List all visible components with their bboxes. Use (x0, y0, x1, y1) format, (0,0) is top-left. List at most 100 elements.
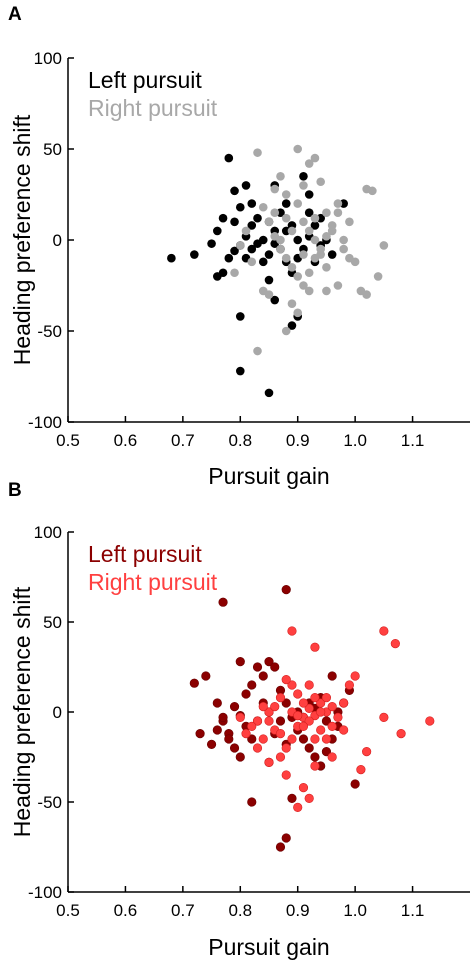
data-point (190, 250, 199, 259)
series-right-pursuit (230, 144, 389, 356)
data-point (310, 692, 320, 703)
data-point (350, 671, 360, 681)
data-point (247, 199, 257, 208)
y-tick-label: -50 (37, 322, 62, 341)
data-point (235, 241, 245, 250)
y-axis-label: Heading preference shift (9, 114, 35, 365)
data-point (213, 226, 222, 236)
data-point (258, 286, 268, 296)
panel-label: B (8, 480, 22, 501)
data-point (241, 226, 251, 236)
data-point (281, 584, 291, 595)
data-point (264, 275, 274, 285)
data-point (327, 671, 337, 681)
x-tick-label: 0.7 (171, 901, 195, 920)
data-point (235, 656, 245, 667)
data-point (344, 680, 355, 690)
data-point (310, 734, 320, 744)
data-point (189, 678, 199, 688)
data-point (218, 712, 228, 723)
data-point (293, 199, 303, 208)
legend-entry: Right pursuit (88, 569, 218, 595)
data-point (362, 290, 371, 299)
data-point (322, 263, 331, 272)
data-point (281, 743, 291, 753)
data-point (281, 253, 291, 263)
data-point (270, 295, 280, 305)
data-point (247, 797, 257, 807)
data-point (390, 638, 400, 649)
data-point (368, 186, 377, 196)
data-point (293, 689, 303, 699)
legend-entry: Right pursuit (88, 95, 218, 121)
data-point (379, 241, 389, 250)
data-point (281, 698, 291, 708)
y-axis-label: Heading preference shift (9, 586, 35, 837)
data-point (241, 181, 251, 190)
x-tick-label: 0.5 (56, 431, 80, 450)
data-point (327, 701, 337, 712)
data-point (258, 701, 268, 712)
x-tick-label: 0.7 (171, 431, 195, 450)
data-point (362, 746, 372, 757)
data-point (287, 226, 297, 236)
data-point (207, 239, 216, 248)
data-point (304, 159, 314, 168)
data-point (247, 680, 257, 690)
data-point (316, 725, 326, 735)
x-axis-label: Pursuit gain (208, 934, 329, 960)
data-point (287, 626, 297, 636)
data-point (293, 272, 303, 281)
data-point (327, 226, 337, 236)
data-point (287, 263, 297, 272)
data-point (247, 257, 257, 267)
data-point (281, 190, 291, 199)
data-point (298, 721, 309, 732)
data-point (373, 272, 383, 281)
data-point (304, 743, 314, 753)
data-point (339, 244, 348, 254)
data-point (253, 213, 262, 223)
y-tick-label: -100 (28, 413, 62, 432)
data-point (247, 244, 257, 254)
data-point (304, 793, 314, 804)
data-point (247, 734, 257, 744)
data-point (316, 698, 326, 708)
data-point (264, 656, 274, 667)
x-tick-label: 1.1 (401, 901, 425, 920)
data-point (322, 208, 331, 217)
data-point (339, 725, 349, 735)
data-point (252, 716, 263, 726)
data-point (275, 716, 286, 726)
data-point (333, 199, 343, 208)
data-point (298, 698, 309, 708)
y-tick-label: -100 (28, 883, 62, 902)
data-point (350, 779, 360, 789)
data-point (333, 712, 343, 723)
data-point (293, 235, 303, 245)
data-point (304, 703, 314, 714)
legend-entry: Left pursuit (88, 541, 202, 567)
data-point (218, 597, 228, 607)
data-point (339, 235, 348, 245)
data-point (270, 701, 280, 712)
data-point (230, 246, 239, 256)
panel-label: A (8, 4, 22, 25)
data-point (276, 235, 285, 245)
data-point (258, 671, 268, 681)
series-left-pursuit (167, 153, 348, 398)
data-point (235, 712, 245, 723)
data-point (316, 250, 325, 259)
data-point (327, 250, 337, 259)
data-point (218, 213, 228, 223)
data-point (304, 268, 314, 278)
data-point (264, 716, 274, 726)
data-point (293, 308, 303, 318)
x-tick-label: 0.9 (286, 901, 310, 920)
data-point (321, 716, 332, 726)
data-point (310, 221, 320, 230)
data-point (264, 757, 274, 768)
data-point (345, 217, 354, 227)
data-point (287, 734, 297, 744)
